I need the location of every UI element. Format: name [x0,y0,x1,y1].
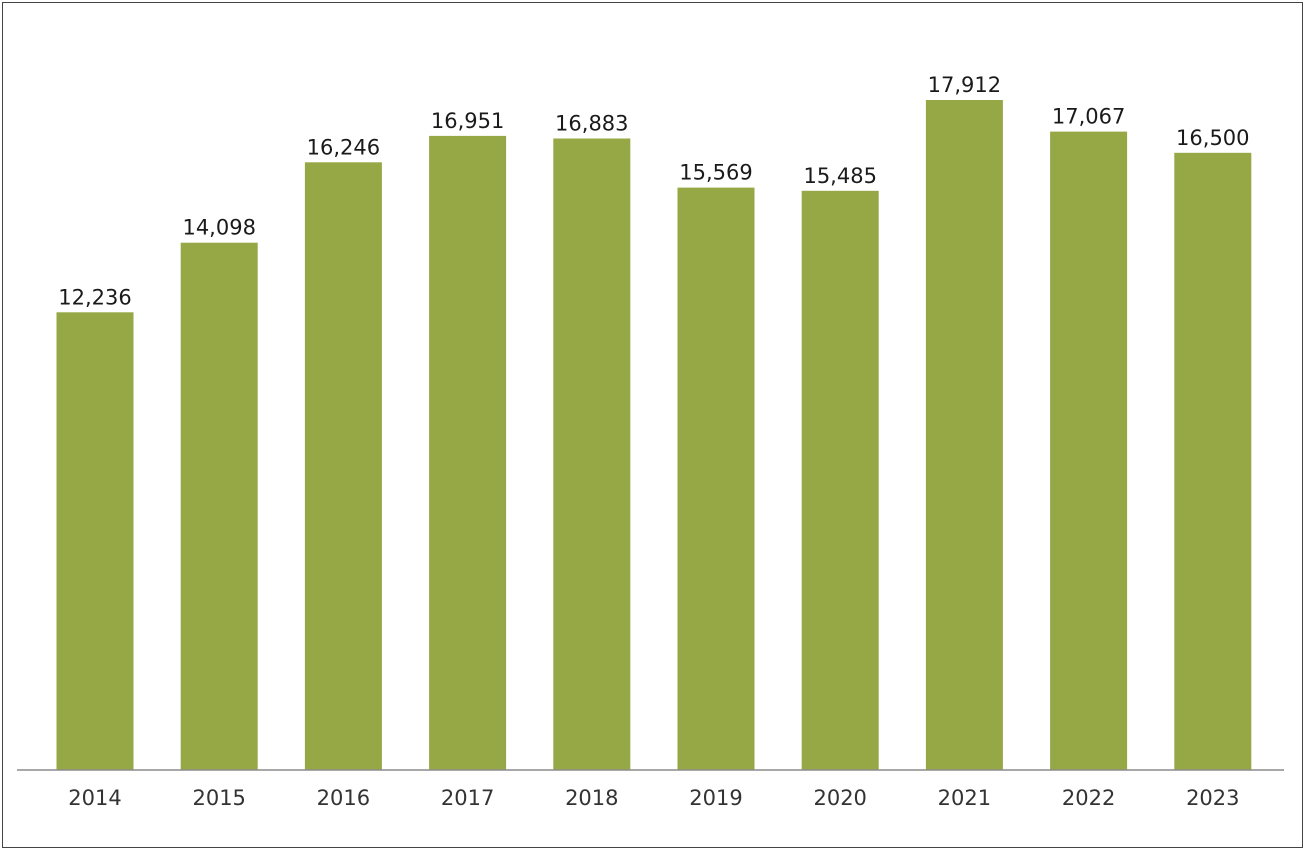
bar-2015 [180,242,258,770]
x-tick-label-2016: 2016 [317,786,370,810]
bar-2016 [304,162,382,771]
x-tick-label-2018: 2018 [565,786,618,810]
x-tick-label-2023: 2023 [1186,786,1239,810]
value-label-2022: 17,067 [1052,105,1125,129]
bar-2014 [56,312,134,770]
x-tick-label-2017: 2017 [441,786,494,810]
value-labels-group: 12,236 14,098 16,246 16,951 16,883 15,569 15,4… [58,73,1249,309]
value-label-2017: 16,951 [431,109,504,133]
value-label-2023: 16,500 [1176,126,1249,150]
value-label-2018: 16,883 [555,112,628,136]
x-tick-label-2021: 2021 [938,786,991,810]
value-label-2019: 15,569 [679,161,752,185]
tick-labels-group: 2014 2015 2016 2017 2018 2019 2020 2021 2022 2023 [68,786,1239,810]
bar-2018 [553,138,631,770]
bar-2022 [1050,131,1128,771]
bar-2017 [429,135,507,770]
value-label-2014: 12,236 [58,285,131,309]
x-tick-label-2014: 2014 [68,786,121,810]
value-label-2015: 14,098 [182,216,255,240]
bar-2023 [1174,152,1252,771]
bar-chart: 12,236 14,098 16,246 16,951 16,883 15,569 15,4… [17,73,1284,810]
value-label-2016: 16,246 [307,135,380,159]
value-label-2020: 15,485 [803,164,876,188]
x-tick-label-2022: 2022 [1062,786,1115,810]
x-tick-label-2019: 2019 [689,786,742,810]
value-label-2021: 17,912 [928,73,1001,97]
x-tick-label-2020: 2020 [813,786,866,810]
bar-2021 [925,100,1003,770]
x-tick-label-2015: 2015 [192,786,245,810]
bar-2020 [801,190,879,771]
bar-2019 [677,187,755,771]
bars-group [56,100,1252,771]
